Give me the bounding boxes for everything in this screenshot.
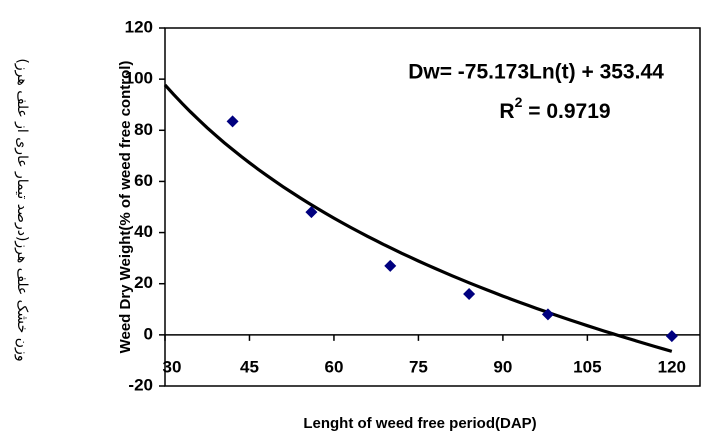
r-power: 2 [515, 94, 523, 110]
data-point [305, 206, 318, 219]
data-point [541, 308, 554, 321]
x-tick-label: 105 [573, 357, 601, 376]
x-tick-label: 75 [409, 357, 428, 376]
y-tick-label: 120 [125, 17, 153, 36]
x-tick-label: 45 [240, 357, 259, 376]
y-axis-title-secondary: وزن خشک علف هرز(درصد تیمار عاری از علف ه… [14, 58, 30, 361]
x-axis-title: Lenght of weed free period(DAP) [303, 415, 536, 432]
y-tick-label: 20 [134, 273, 153, 292]
y-axis-title: Weed Dry Weight(% of weed free control) [117, 61, 134, 354]
y-tick-label: 80 [134, 120, 153, 139]
data-point [463, 287, 476, 300]
plot-frame [164, 27, 701, 387]
y-tick-label: 0 [144, 324, 153, 343]
data-point [665, 330, 678, 343]
x-tick-label: 90 [493, 357, 512, 376]
equation: Dw= -75.173Ln(t) + 353.44 [408, 61, 664, 84]
r-squared: R2 = 0.9719 [499, 94, 610, 123]
r-value: = 0.9719 [522, 100, 610, 123]
r-symbol: R [499, 100, 514, 123]
y-tick-label: -20 [128, 375, 153, 394]
y-tick-label: 60 [134, 171, 153, 190]
data-point [384, 259, 397, 272]
data-point [226, 115, 239, 128]
x-tick-label: 30 [163, 357, 182, 376]
x-tick-label: 60 [324, 357, 343, 376]
x-tick-label: 120 [658, 357, 686, 376]
trendline [163, 83, 673, 353]
y-tick-label: 100 [125, 69, 153, 88]
y-tick-label: 40 [134, 222, 153, 241]
